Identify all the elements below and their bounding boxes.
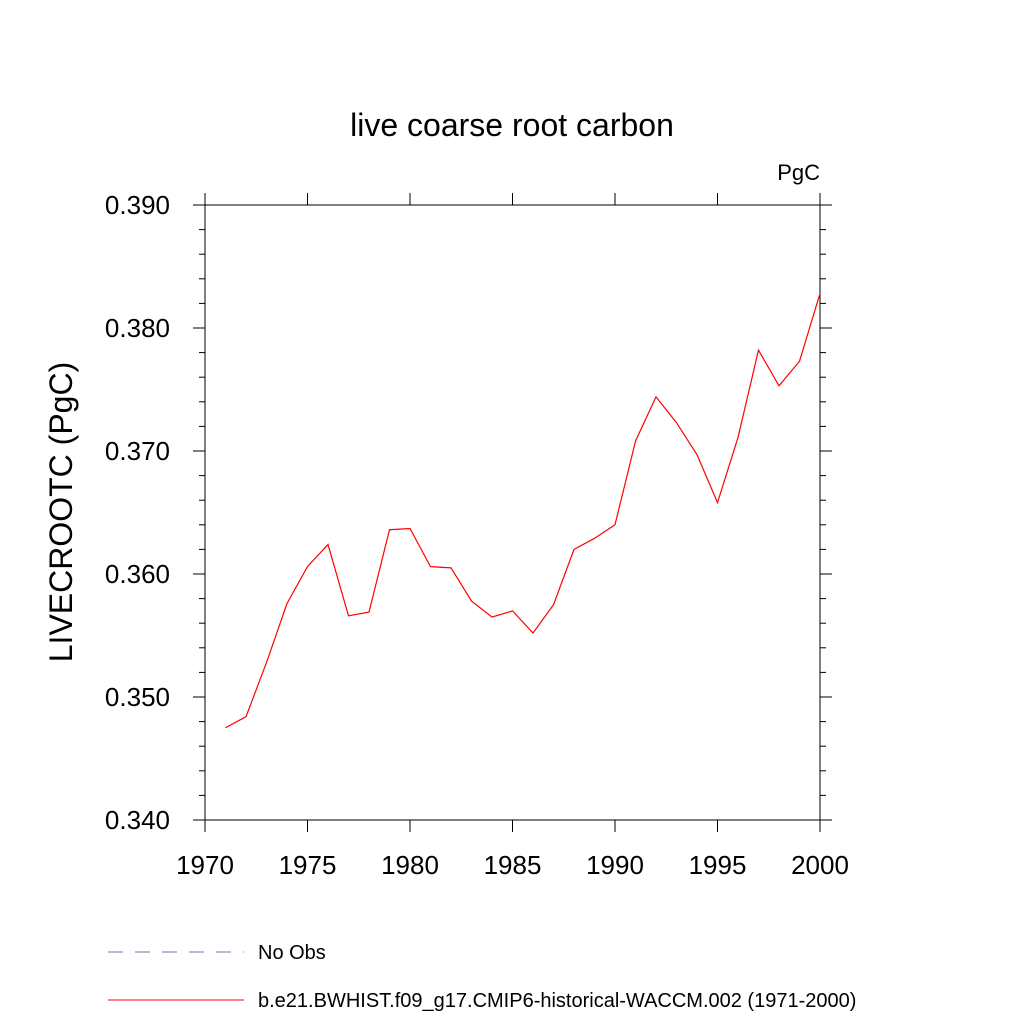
y-tick-label: 0.350 <box>105 682 170 712</box>
series-layer <box>225 293 821 729</box>
x-tick-label: 1985 <box>484 850 542 880</box>
axis-ticks <box>193 193 832 832</box>
x-tick-label: 1970 <box>176 850 234 880</box>
x-tick-label: 1980 <box>381 850 439 880</box>
x-tick-label: 1990 <box>586 850 644 880</box>
y-tick-label: 0.340 <box>105 805 170 835</box>
chart-title: live coarse root carbon <box>350 107 674 143</box>
legend-label: b.e21.BWHIST.f09_g17.CMIP6-historical-WA… <box>258 990 856 1012</box>
plot-frame <box>204 204 821 821</box>
y-tick-label: 0.380 <box>105 313 170 343</box>
y-axis-label: LIVECROOTC (PgC) <box>43 362 79 662</box>
y-tick-label: 0.390 <box>105 190 170 220</box>
y-tick-label: 0.360 <box>105 559 170 589</box>
x-tick-label: 1975 <box>279 850 337 880</box>
axis-tick-labels: 1970 1975 1980 1985 1990 1995 2000 0.340 0.350 0.… <box>105 190 849 880</box>
legend-label: No Obs <box>258 942 326 964</box>
units-label: PgC <box>777 160 820 185</box>
series-line <box>225 293 821 729</box>
y-tick-label: 0.370 <box>105 436 170 466</box>
legend: No Obs b.e21.BWHIST.f09_g17.CMIP6-histori… <box>108 942 856 1012</box>
x-tick-label: 1995 <box>689 850 747 880</box>
x-tick-label: 2000 <box>791 850 849 880</box>
